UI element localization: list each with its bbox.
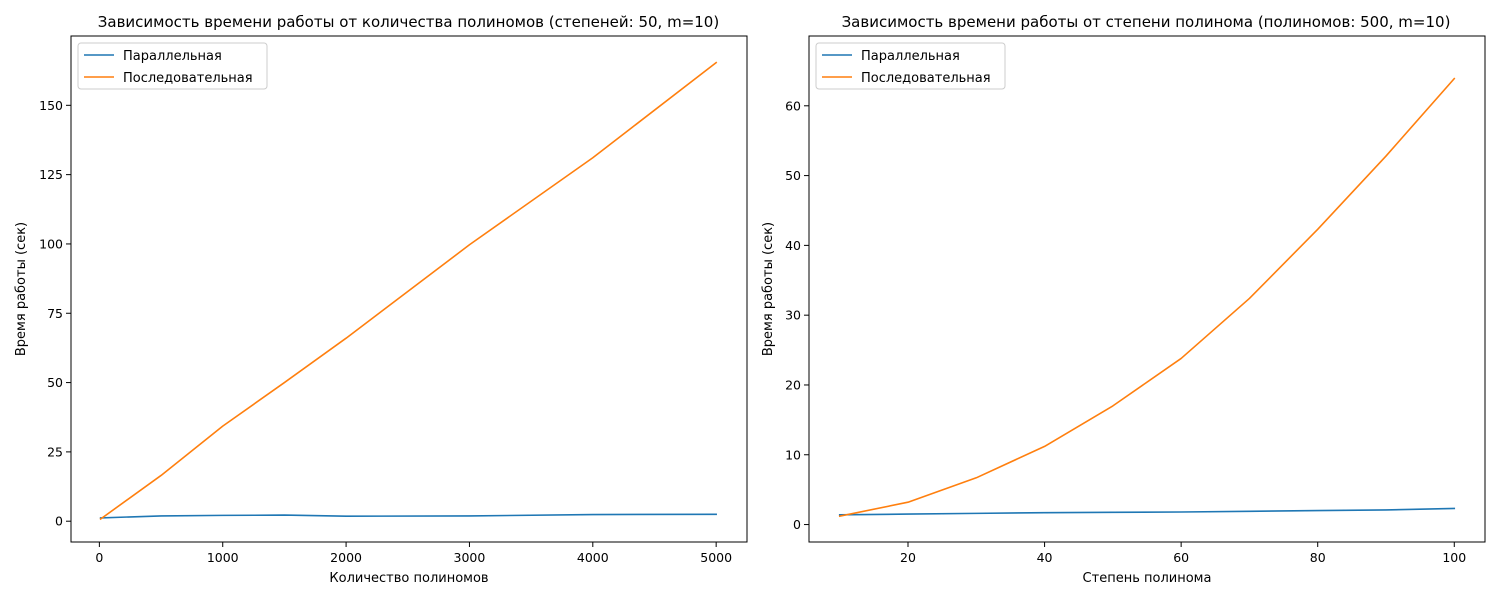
y-axis-label: Время работы (сек) xyxy=(14,222,29,356)
legend: Параллельная Последовательная xyxy=(815,42,1006,90)
x-tick-label-5000: 5000 xyxy=(700,550,732,565)
axes-frame xyxy=(70,35,748,543)
chart-polynomial-count: Зависимость времени работы от количества… xyxy=(14,13,748,586)
x-tick-label-1000: 1000 xyxy=(207,550,239,565)
chart-polynomial-degree: Зависимость времени работы от степени по… xyxy=(761,13,1486,586)
x-tick-label-0: 0 xyxy=(95,550,103,565)
series-line-parallel xyxy=(838,507,1456,516)
x-axis-label: Количество полиномов xyxy=(329,571,488,586)
legend-box xyxy=(77,42,268,90)
x-axis-label: Степень полинома xyxy=(1083,571,1212,586)
y-tick-label-0: 0 xyxy=(793,517,801,532)
y-axis-label: Время работы (сек) xyxy=(761,222,776,356)
x-tick-label-100: 100 xyxy=(1442,550,1466,565)
legend-label-parallel: Параллельная xyxy=(861,49,960,64)
y-tick-label-50: 50 xyxy=(785,168,801,183)
y-tick-label-150: 150 xyxy=(39,98,63,113)
y-tick-label-40: 40 xyxy=(785,238,801,253)
legend-box xyxy=(815,42,1006,90)
y-tick-label-0: 0 xyxy=(55,514,63,529)
y-tick-label-60: 60 xyxy=(785,98,801,113)
y-tick-label-125: 125 xyxy=(39,167,63,182)
x-tick-label-4000: 4000 xyxy=(577,550,609,565)
y-tick-label-50: 50 xyxy=(47,375,63,390)
legend-label-sequential: Последовательная xyxy=(861,71,991,86)
x-tick-label-40: 40 xyxy=(1037,550,1053,565)
series-line-sequential xyxy=(99,61,718,521)
y-tick-label-20: 20 xyxy=(785,377,801,392)
x-tick-label-3000: 3000 xyxy=(454,550,486,565)
x-tick-label-20: 20 xyxy=(900,550,916,565)
legend-label-sequential: Последовательная xyxy=(123,71,253,86)
axes-frame xyxy=(808,35,1486,543)
plot-area: 20 40 60 80 100 0 10 20 30 40 50 60 xyxy=(785,77,1466,565)
series-line-parallel xyxy=(99,513,717,519)
x-tick-label-60: 60 xyxy=(1173,550,1189,565)
y-tick-label-30: 30 xyxy=(785,308,801,323)
chart-title: Зависимость времени работы от степени по… xyxy=(842,13,1451,31)
series-line-sequential xyxy=(838,77,1456,518)
x-tick-label-80: 80 xyxy=(1310,550,1326,565)
legend-label-parallel: Параллельная xyxy=(123,49,222,64)
y-tick-label-75: 75 xyxy=(47,306,63,321)
x-tick-label-2000: 2000 xyxy=(330,550,362,565)
y-tick-label-25: 25 xyxy=(47,444,63,459)
y-tick-label-10: 10 xyxy=(785,447,801,462)
legend: Параллельная Последовательная xyxy=(77,42,268,90)
y-tick-label-100: 100 xyxy=(39,236,63,251)
plot-area: 0 1000 2000 3000 4000 5000 0 25 50 75 100 125 150 xyxy=(39,61,732,565)
chart-title: Зависимость времени работы от количества… xyxy=(98,13,719,31)
